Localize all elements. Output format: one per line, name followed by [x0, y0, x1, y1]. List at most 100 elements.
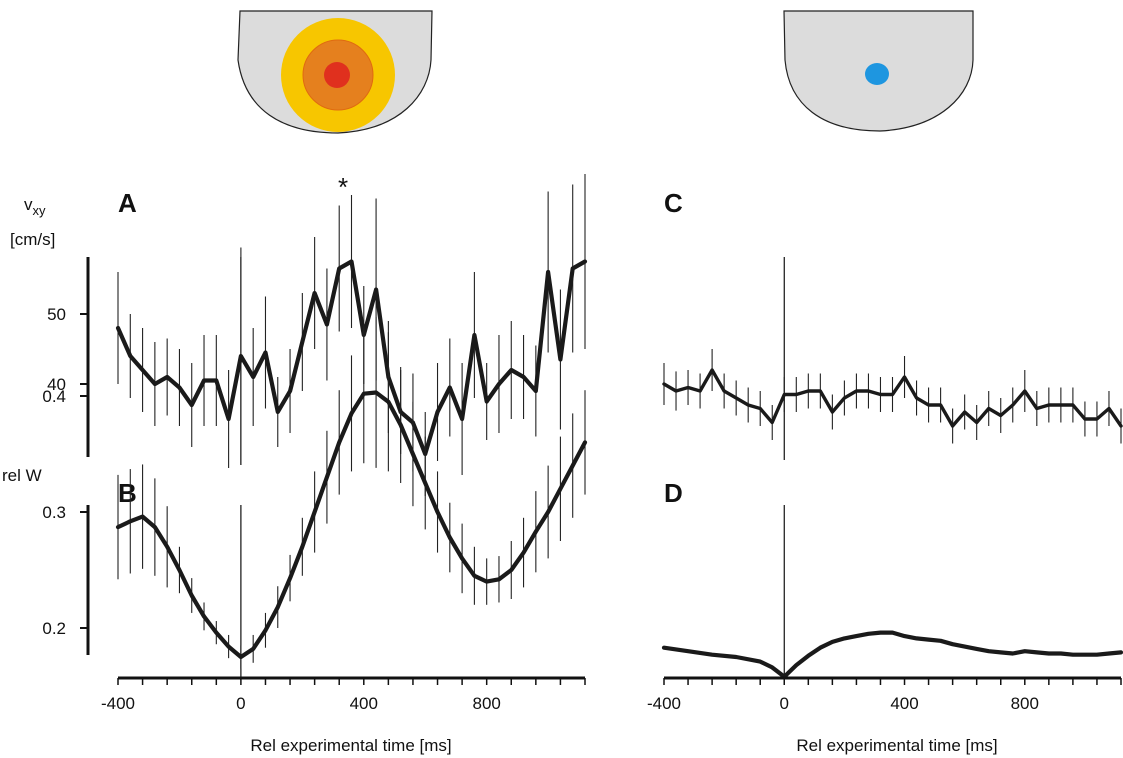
data-point-a [215, 379, 218, 382]
y-tick-label-a: 50 [47, 305, 66, 324]
data-point-b [154, 526, 156, 528]
data-point-a [190, 404, 193, 406]
data-point-c [927, 404, 930, 406]
data-point-c [711, 369, 713, 371]
data-point-d [975, 648, 978, 650]
data-point-d [819, 646, 822, 649]
data-point-c [843, 397, 846, 399]
y-tick-label-b: 0.3 [42, 503, 66, 522]
panel-b [115, 317, 588, 680]
data-point-c [1096, 418, 1098, 420]
ylabel-a-sub: xy [33, 203, 47, 218]
data-point-a [584, 260, 586, 263]
significance-asterisk: * [338, 172, 348, 202]
data-point-c [855, 390, 858, 392]
y-tick-label-a: 40 [47, 375, 66, 394]
data-point-b [449, 536, 451, 539]
data-point-b [313, 511, 316, 513]
plot-layer: 40 50 0.2 0.3 0.4 -400 0 400 800 -400 0 400 800 [42, 174, 1123, 713]
data-point-c [795, 393, 798, 396]
data-point-b [178, 569, 181, 571]
data-point-b [485, 580, 488, 583]
data-point-a [498, 383, 500, 385]
schematic-left [237, 10, 433, 134]
data-point-b [190, 594, 193, 597]
data-point-a [289, 390, 291, 392]
data-point-b [547, 511, 549, 513]
data-point-b [535, 530, 537, 533]
data-point-b [301, 546, 304, 548]
x-tick-label-left: 400 [350, 694, 378, 713]
data-point-b [227, 645, 230, 648]
data-point-a [301, 341, 304, 343]
data-point-d [1023, 650, 1026, 652]
data-point-a [535, 390, 537, 392]
data-point-b [473, 575, 476, 577]
data-point-c [771, 421, 774, 424]
data-point-c [1072, 404, 1074, 406]
data-point-b [399, 424, 402, 426]
panel-d [661, 505, 1123, 680]
data-point-b [117, 526, 119, 528]
xlabel-left: Rel experimental time [ms] [250, 736, 451, 755]
data-point-d [987, 650, 990, 652]
data-point-d [759, 660, 762, 663]
data-point-d [951, 643, 954, 646]
data-point-a [326, 323, 328, 326]
data-point-b [510, 569, 513, 571]
data-point-a [203, 379, 205, 382]
data-point-c [939, 404, 942, 406]
ylabel-a-units: [cm/s] [10, 230, 55, 249]
data-point-c [807, 390, 810, 392]
data-point-d [963, 645, 966, 648]
data-point-a [522, 376, 525, 378]
data-point-c [963, 411, 966, 413]
data-point-d [807, 655, 810, 657]
data-point-b [522, 551, 525, 554]
data-point-b [252, 648, 254, 650]
data-point-c [663, 383, 665, 385]
data-point-b [412, 453, 414, 455]
x-tick-label-right: 0 [780, 694, 789, 713]
data-point-b [375, 391, 377, 394]
data-point-d [795, 664, 798, 666]
data-point-b [362, 392, 365, 395]
data-point-b [584, 441, 586, 444]
data-point-c [687, 386, 689, 389]
panel-a [115, 174, 588, 496]
data-point-a [510, 369, 513, 371]
data-point-b [289, 577, 291, 579]
data-point-c [891, 393, 894, 396]
panel-c [662, 257, 1123, 460]
data-point-c [903, 376, 906, 378]
data-point-d [711, 653, 713, 656]
data-point-d [663, 646, 665, 649]
data-point-b [166, 546, 168, 548]
data-point-a [276, 411, 279, 413]
data-point-c [1084, 418, 1086, 420]
data-point-c [1048, 404, 1050, 406]
schematic-right [783, 10, 974, 132]
data-point-c [987, 407, 990, 410]
data-point-b [141, 515, 144, 518]
ylabel-a-top: vxy [24, 195, 46, 218]
data-point-d [915, 637, 918, 640]
data-point-a [461, 418, 463, 420]
series-line-d [661, 630, 1123, 679]
data-point-a [117, 327, 119, 329]
data-point-c [1108, 407, 1110, 410]
data-point-c [951, 425, 954, 427]
ylabel-b: rel W [2, 466, 42, 485]
data-point-c [1023, 390, 1026, 392]
data-point-a [313, 292, 316, 294]
x-tick-label-left: -400 [101, 694, 135, 713]
data-point-b [387, 401, 390, 403]
data-point-d [927, 638, 930, 641]
xlabel-right: Rel experimental time [ms] [796, 736, 997, 755]
data-point-c [699, 390, 701, 392]
data-point-a [129, 355, 132, 357]
data-point-d [879, 631, 882, 634]
data-point-a [166, 376, 168, 378]
data-point-d [1120, 651, 1122, 654]
